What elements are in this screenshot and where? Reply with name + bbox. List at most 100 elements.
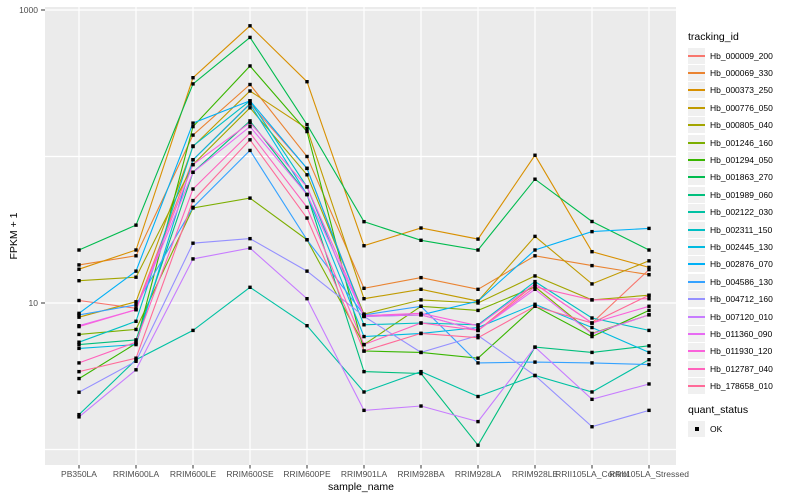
data-point xyxy=(77,315,81,319)
data-point xyxy=(476,301,480,305)
legend-key xyxy=(688,420,705,437)
data-point xyxy=(362,323,366,327)
legend-item-label: Hb_000805_040 xyxy=(710,120,773,131)
data-point xyxy=(476,419,480,424)
data-point xyxy=(533,274,537,278)
legend-item: Hb_000373_250 xyxy=(688,82,798,99)
legend-key xyxy=(688,308,705,325)
x-tick-label: RRIM600PE xyxy=(283,469,331,479)
data-point xyxy=(476,308,480,313)
data-point xyxy=(590,334,594,339)
legend-item-label: Hb_002122_030 xyxy=(710,207,773,218)
data-point xyxy=(191,241,195,245)
data-point xyxy=(647,265,651,270)
data-point xyxy=(191,76,195,80)
legend-key-line xyxy=(688,315,705,318)
data-point xyxy=(419,304,423,308)
data-point xyxy=(647,308,651,313)
data-point xyxy=(305,173,309,177)
data-point xyxy=(533,285,537,289)
data-point xyxy=(305,323,309,328)
data-point xyxy=(647,296,651,301)
data-point xyxy=(305,269,309,273)
data-point xyxy=(533,373,537,378)
legend-items: Hb_000009_200 Hb_000069_330 Hb_000373_250 H… xyxy=(688,47,798,395)
x-tick-label: PB350LA xyxy=(61,469,97,479)
data-point xyxy=(419,298,423,302)
legend-item-label: Hb_002445_130 xyxy=(710,241,773,252)
data-point xyxy=(77,340,81,344)
x-tick-label: RRIM928LA xyxy=(454,469,502,479)
data-point xyxy=(191,328,195,333)
data-point xyxy=(305,185,309,189)
legend-item-label: Hb_000069_330 xyxy=(710,68,773,79)
data-point xyxy=(248,246,252,250)
data-point xyxy=(248,124,252,129)
data-point xyxy=(77,324,81,329)
data-point xyxy=(476,328,480,333)
data-point xyxy=(590,316,594,320)
legend-key xyxy=(688,273,705,290)
legend-key xyxy=(688,343,705,360)
legend-key xyxy=(688,291,705,308)
x-tick-label: RRIM928BA xyxy=(397,469,445,479)
legend-item-ok: OK xyxy=(688,420,798,437)
data-point xyxy=(305,126,309,131)
data-point xyxy=(305,80,309,84)
data-point xyxy=(305,205,309,210)
x-tick-label: RRII105LA_Stressed xyxy=(609,469,689,479)
x-tick-label: RRIM928LE xyxy=(511,469,559,479)
data-point xyxy=(533,248,537,252)
data-point xyxy=(647,358,651,362)
data-point xyxy=(647,350,651,355)
y-tick-label: 10 xyxy=(28,298,38,308)
data-point xyxy=(77,267,81,271)
data-point xyxy=(362,296,366,301)
x-tick-label: RRIM901LA xyxy=(340,469,388,479)
legend-item: Hb_001989_060 xyxy=(688,186,798,203)
legend-key-line xyxy=(688,106,705,109)
data-point xyxy=(248,119,252,123)
data-point xyxy=(305,122,309,127)
legend-key xyxy=(688,152,705,169)
legend-item: Hb_002311_150 xyxy=(688,221,798,238)
legend-key-line xyxy=(688,228,705,231)
data-point xyxy=(419,404,423,408)
data-point xyxy=(419,226,423,230)
legend-key-line xyxy=(688,367,705,370)
data-point xyxy=(590,298,594,302)
data-point xyxy=(647,328,651,333)
data-point xyxy=(77,376,81,381)
data-point xyxy=(647,313,651,317)
legend-key-line xyxy=(688,176,705,179)
data-point xyxy=(248,131,252,135)
legend-item: Hb_001863_270 xyxy=(688,169,798,186)
data-point xyxy=(362,286,366,290)
legend: tracking_id Hb_000009_200 Hb_000069_330 Hb… xyxy=(688,31,798,437)
data-point xyxy=(476,325,480,330)
data-point xyxy=(533,345,537,349)
data-point xyxy=(77,298,81,303)
legend-item-label: Hb_000373_250 xyxy=(710,85,773,96)
legend-key-line xyxy=(688,89,705,92)
data-point xyxy=(590,219,594,224)
data-point xyxy=(134,254,138,258)
data-point xyxy=(647,259,651,263)
data-point xyxy=(476,443,480,447)
legend-key-line xyxy=(688,54,705,57)
legend-title-quant-status: quant_status xyxy=(688,403,749,416)
data-point xyxy=(533,360,537,364)
legend-item: Hb_002122_030 xyxy=(688,204,798,221)
data-point xyxy=(476,299,480,303)
data-point xyxy=(647,382,651,386)
data-point xyxy=(77,412,81,417)
data-point xyxy=(590,229,594,234)
data-point xyxy=(191,198,195,203)
legend-key xyxy=(688,325,705,342)
data-point xyxy=(419,321,423,325)
data-point xyxy=(77,346,81,351)
legend-key xyxy=(688,47,705,64)
legend-item: Hb_011360_090 xyxy=(688,325,798,342)
data-point xyxy=(533,282,537,286)
data-point xyxy=(191,170,195,175)
